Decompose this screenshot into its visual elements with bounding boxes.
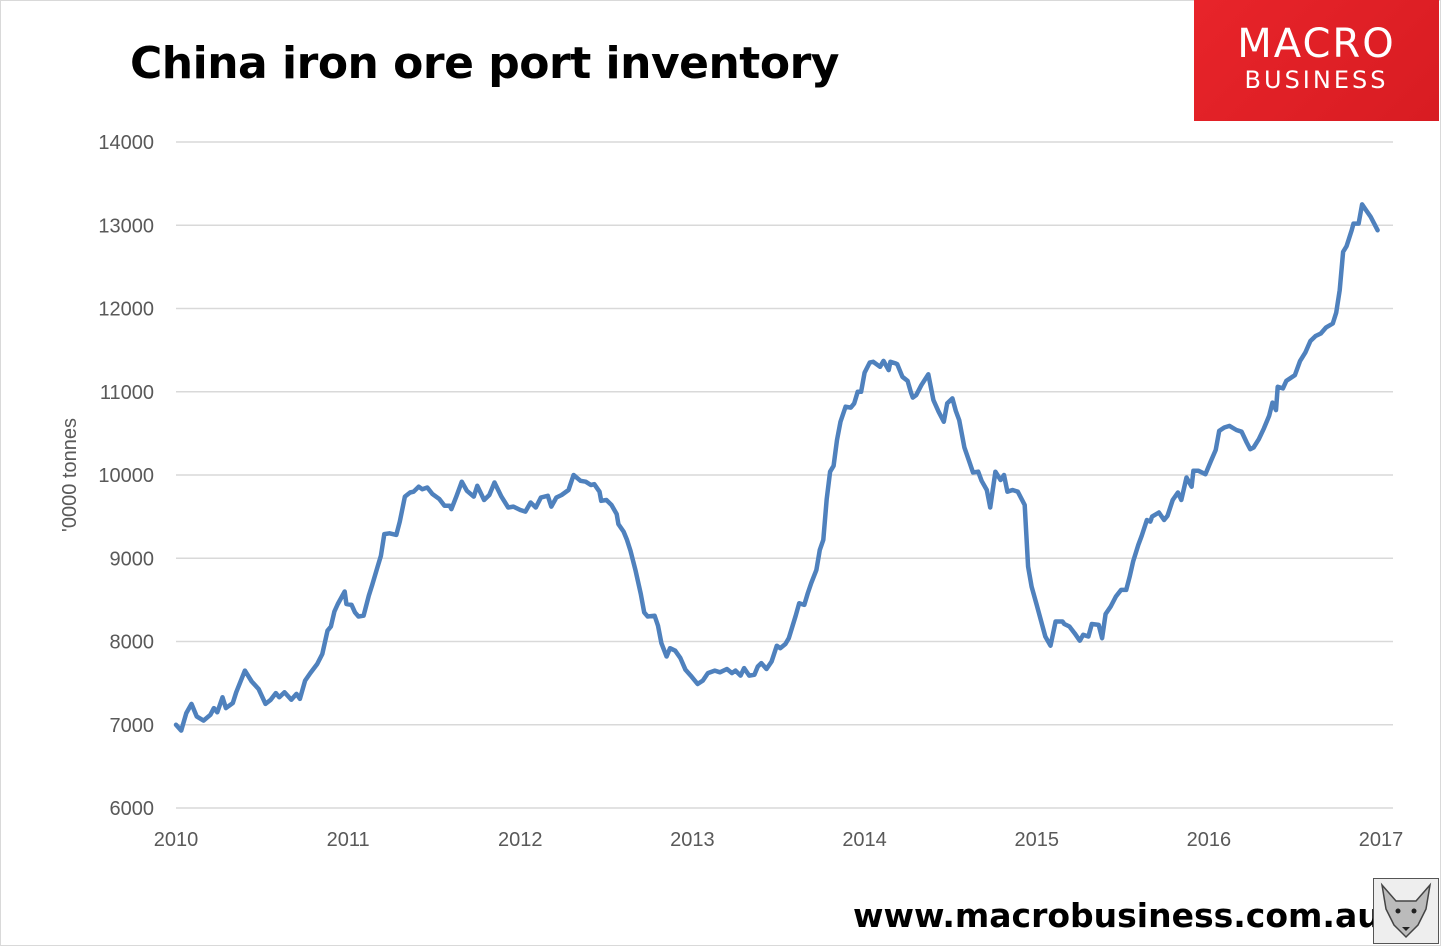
x-tick-label: 2011	[327, 829, 370, 851]
series-line	[173, 202, 1380, 733]
y-tick-label: 8000	[110, 632, 155, 654]
y-tick-label: 10000	[98, 465, 154, 487]
x-tick-label: 2014	[842, 829, 887, 851]
chart-title: China iron ore port inventory	[130, 38, 839, 89]
y-tick-label: 14000	[98, 132, 154, 154]
y-tick-label: 11000	[100, 382, 154, 404]
logo-line1: MACRO	[1237, 21, 1396, 67]
x-tick-label: 2016	[1187, 829, 1232, 851]
y-axis-label: '0000 tonnes	[59, 418, 81, 532]
logo-line2: BUSINESS	[1244, 66, 1389, 94]
macrobusiness-logo: MACRO BUSINESS	[1194, 0, 1439, 121]
y-tick-label: 13000	[98, 215, 154, 237]
x-tick-label: 2010	[154, 829, 199, 851]
x-tick-label: 2015	[1014, 829, 1059, 851]
y-tick-label: 12000	[98, 299, 154, 321]
y-tick-label: 7000	[110, 715, 155, 737]
x-tick-label: 2017	[1359, 829, 1404, 851]
y-tick-label: 6000	[110, 798, 155, 820]
y-tick-label: 9000	[110, 548, 155, 570]
fox-icon	[1373, 878, 1439, 944]
x-tick-label: 2012	[498, 829, 543, 851]
x-tick-label: 2013	[670, 829, 715, 851]
website-url: www.macrobusiness.com.au	[853, 896, 1381, 935]
